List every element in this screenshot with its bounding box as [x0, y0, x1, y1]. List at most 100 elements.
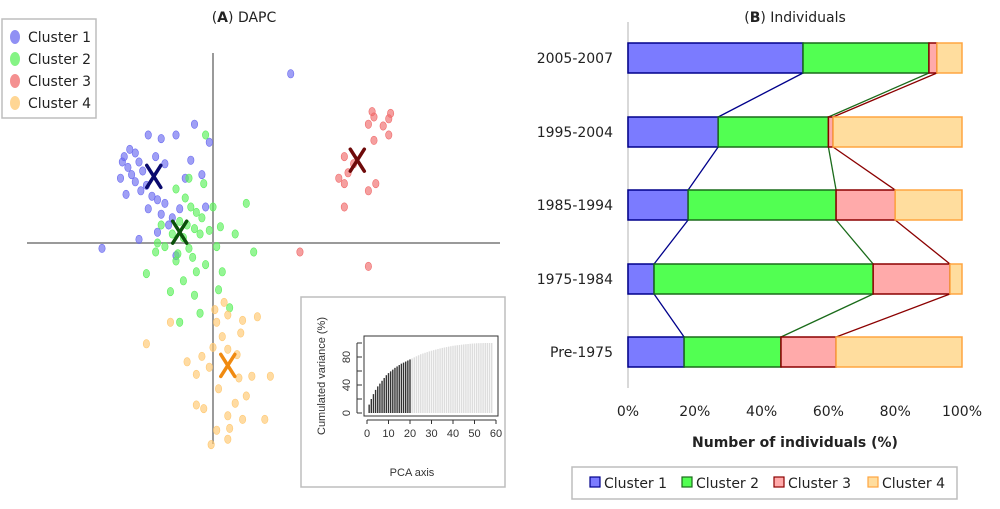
legend-swatch-cluster-1: [10, 30, 20, 44]
scatter-point-cluster-1: [287, 69, 295, 79]
scatter-point-cluster-2: [215, 285, 223, 295]
bar-legend-label-cluster-4: Cluster 4: [882, 476, 945, 492]
scatter-point-cluster-4: [248, 371, 256, 381]
scatter-point-cluster-4: [198, 351, 206, 361]
scatter-point-cluster-4: [192, 369, 200, 379]
scatter-point-cluster-1: [198, 170, 206, 180]
scatter-point-cluster-2: [166, 287, 174, 297]
scatter-point-cluster-1: [157, 134, 165, 144]
scatter-point-cluster-2: [142, 269, 150, 279]
scatter-point-cluster-1: [154, 227, 162, 237]
scatter-point-cluster-1: [139, 166, 147, 176]
scatter-point-cluster-1: [135, 157, 143, 167]
legend-swatch-cluster-2: [10, 52, 20, 66]
scatter-point-cluster-2: [185, 173, 193, 183]
bar-pre-1975-cluster-2: [683, 336, 782, 368]
bar-1985-1994-cluster-3: [835, 189, 896, 221]
scatter-point-cluster-2: [202, 260, 210, 270]
scatter-point-cluster-2: [154, 238, 162, 248]
bar-1975-1984-cluster-4: [949, 263, 963, 295]
scatter-point-cluster-3: [296, 247, 304, 257]
scatter-point-cluster-3: [379, 121, 387, 131]
scatter-point-cluster-3: [340, 179, 348, 189]
scatter-point-cluster-2: [231, 229, 239, 239]
bar-legend-swatch-cluster-1: [589, 476, 601, 488]
panel-a-title: (A) DAPC: [212, 10, 277, 26]
bar-1975-1984-cluster-3: [872, 263, 951, 295]
bar-pre-1975-cluster-1: [627, 336, 685, 368]
scatter-point-cluster-1: [165, 220, 173, 230]
bar-1975-1984-cluster-1: [627, 263, 655, 295]
scatter-point-cluster-2: [179, 276, 187, 286]
scatter-point-cluster-4: [215, 384, 223, 394]
scatter-point-cluster-2: [196, 308, 204, 318]
connector-line-cluster-3: [894, 219, 951, 265]
scatter-point-cluster-4: [200, 404, 208, 414]
inset-xtick-label: 60: [490, 428, 502, 440]
category-label: 1985-1994: [537, 198, 613, 214]
bar-pre-1975-cluster-4: [835, 336, 963, 368]
legend-swatch-cluster-3: [10, 74, 20, 88]
category-label: Pre-1975: [550, 345, 613, 361]
scatter-point-cluster-4: [213, 425, 221, 435]
scatter-point-cluster-1: [117, 173, 125, 183]
category-label: 1975-1984: [537, 272, 613, 288]
connector-line-cluster-3: [835, 293, 951, 338]
bar-xlabel: Number of individuals (%): [692, 435, 898, 451]
scatter-point-cluster-2: [191, 290, 199, 300]
scatter-point-cluster-4: [261, 414, 269, 424]
inset-ytick-label: 40: [341, 379, 353, 391]
scatter-point-cluster-1: [144, 130, 152, 140]
legend-label-cluster-3: Cluster 3: [28, 74, 91, 90]
x-tick-label: 80%: [880, 404, 911, 420]
bar-legend-swatch-cluster-4: [867, 476, 879, 488]
inset-xtick-label: 50: [468, 428, 480, 440]
connector-line-cluster-1: [653, 219, 689, 265]
scatter-point-cluster-4: [237, 328, 245, 338]
connector-line-cluster-1: [717, 72, 804, 118]
scatter-point-cluster-2: [191, 224, 199, 234]
legend-label-cluster-1: Cluster 1: [28, 30, 91, 46]
connector-line-cluster-2: [780, 293, 874, 338]
bar-2005-2007-cluster-4: [936, 42, 963, 74]
scatter-point-cluster-1: [191, 119, 199, 129]
scatter-point-cluster-2: [189, 252, 197, 262]
scatter-point-cluster-4: [224, 411, 232, 421]
bar-1995-2004-cluster-2: [717, 116, 830, 148]
scatter-point-cluster-1: [161, 198, 169, 208]
scatter-point-cluster-1: [202, 202, 210, 212]
scatter-point-cluster-1: [118, 157, 126, 167]
scatter-point-cluster-2: [181, 193, 189, 203]
scatter-point-cluster-4: [239, 414, 247, 424]
scatter-point-cluster-4: [253, 312, 261, 322]
x-tick-label: 40%: [746, 404, 777, 420]
bar-legend-swatch-cluster-2: [681, 476, 693, 488]
category-label: 2005-2007: [537, 51, 613, 67]
bar-1985-1994-cluster-1: [627, 189, 689, 221]
scatter-point-cluster-1: [154, 195, 162, 205]
scatter-point-cluster-2: [218, 267, 226, 277]
connector-line-cluster-2: [828, 72, 930, 118]
scatter-points: [98, 69, 395, 450]
bar-1995-2004-cluster-4: [832, 116, 963, 148]
panel-b-title: (B) Individuals: [744, 10, 846, 26]
x-tick-label: 0%: [617, 404, 639, 420]
centroid-marker-cluster-3: [348, 147, 367, 173]
bar-2005-2007-cluster-2: [802, 42, 930, 74]
bar-pre-1975-cluster-3: [780, 336, 837, 368]
inset-xtick-label: 30: [425, 428, 437, 440]
scatter-point-cluster-2: [196, 229, 204, 239]
scatter-point-cluster-1: [124, 162, 132, 172]
scatter-point-cluster-4: [224, 310, 232, 320]
inset-chart: 0 10 20 30 40 50 60 0 40 80 Cumulated variance (%…: [300, 296, 506, 488]
bar-legend-swatch-cluster-3: [773, 476, 785, 488]
legend-label-cluster-4: Cluster 4: [28, 96, 91, 112]
scatter-point-cluster-4: [192, 400, 200, 410]
scatter-point-cluster-2: [250, 247, 258, 257]
scatter-point-cluster-1: [144, 204, 152, 214]
centroid-marker-cluster-2: [170, 219, 189, 245]
x-tick-label: 60%: [813, 404, 844, 420]
bar-1985-1994-cluster-4: [894, 189, 963, 221]
inset-xlabel: PCA axis: [390, 467, 435, 479]
